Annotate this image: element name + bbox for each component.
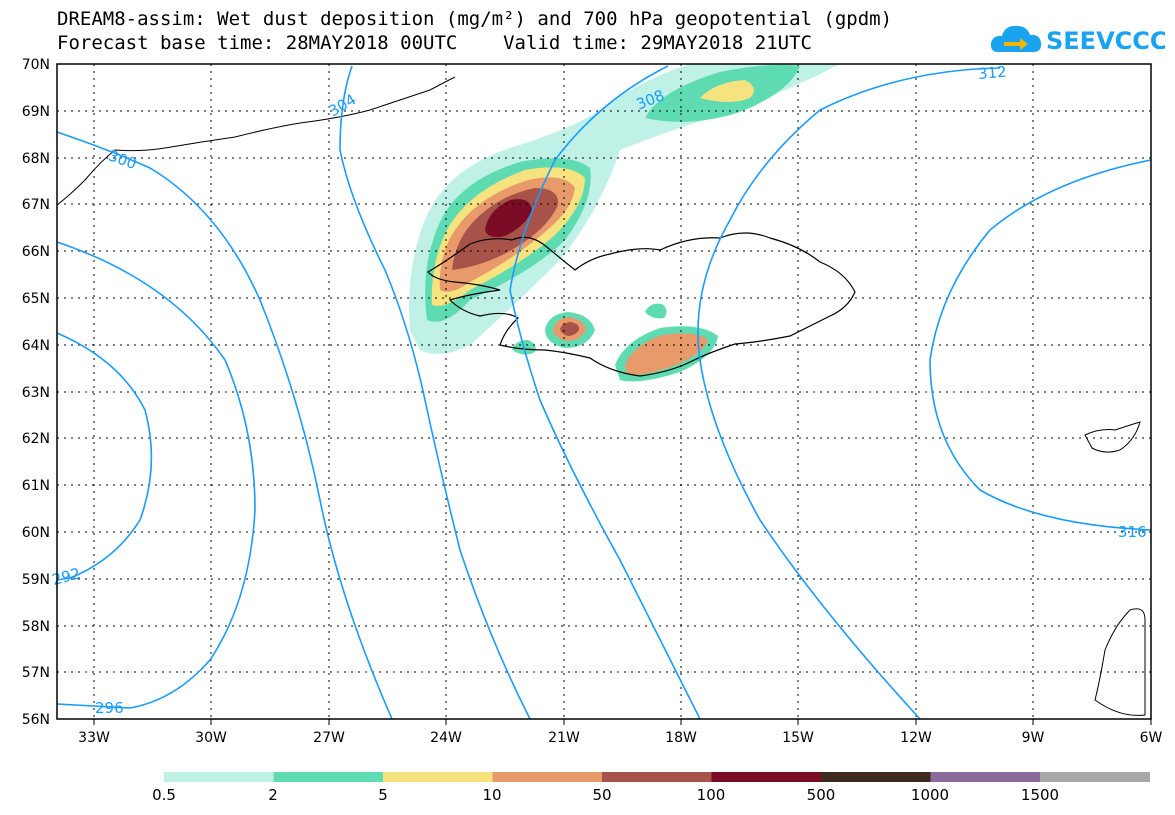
lon-label: 18W	[665, 730, 697, 746]
lat-label: 66N	[22, 244, 50, 260]
chart-title-line-2: Forecast base time: 28MAY2018 00UTC Vali…	[57, 32, 812, 54]
contour-label-296: 296	[95, 699, 124, 717]
lon-label: 15W	[782, 730, 814, 746]
dust-band-5-10-north	[700, 80, 754, 102]
legend-label: 5	[378, 786, 388, 804]
legend-swatches	[164, 772, 1150, 782]
dust-band-0.5-2	[409, 64, 840, 354]
legend-swatch	[492, 772, 603, 782]
lon-label: 30W	[195, 730, 227, 746]
lat-label: 68N	[22, 151, 50, 167]
lon-label: 33W	[78, 730, 110, 746]
legend-label: 2	[268, 786, 278, 804]
contour-292	[56, 332, 153, 581]
legend-label: 0.5	[152, 786, 176, 804]
dust-band-100-500	[485, 199, 532, 238]
axis-ticks	[93, 719, 1152, 725]
cloud-arrow-icon	[990, 25, 1042, 52]
lat-label: 57N	[22, 665, 50, 681]
legend-swatch	[1040, 772, 1150, 782]
legend-swatch	[602, 772, 712, 782]
legend-label: 10	[482, 786, 501, 804]
lat-label: 61N	[22, 478, 50, 494]
legend-swatch	[164, 772, 274, 782]
contour-304	[339, 65, 531, 720]
legend-swatch	[273, 772, 384, 782]
contour-316	[929, 159, 1152, 531]
scotland-coast	[1094, 608, 1146, 716]
legend-swatch	[821, 772, 931, 782]
legend-label: 100	[697, 786, 726, 804]
legend-labels: 0.5 2 5 10 50 100 500 1000 1500	[152, 786, 1059, 804]
contour-label-312: 312	[977, 63, 1007, 83]
contour-300	[56, 131, 393, 720]
lon-label: 9W	[1022, 730, 1045, 746]
contour-308	[509, 65, 701, 720]
dust-east-small	[645, 303, 667, 319]
dust-south-1-core	[560, 322, 580, 336]
contour-296	[56, 241, 256, 709]
greenland-coastline	[56, 76, 456, 206]
latitude-labels: 70N 69N 68N 67N 66N 65N 64N 63N 62N 61N …	[22, 57, 50, 728]
dust-south-2-inner	[625, 333, 708, 375]
lat-label: 64N	[22, 338, 50, 354]
lat-label: 67N	[22, 197, 50, 213]
lon-label: 27W	[313, 730, 345, 746]
legend-swatch	[711, 772, 822, 782]
lat-label: 60N	[22, 525, 50, 541]
graticule	[57, 64, 1151, 719]
lat-label: 65N	[22, 291, 50, 307]
legend-label: 1500	[1021, 786, 1059, 804]
lon-label: 24W	[430, 730, 462, 746]
logo-text: SEEVCCC	[1046, 27, 1165, 55]
plot-frame	[56, 63, 1152, 720]
legend-label: 500	[807, 786, 836, 804]
contour-312	[697, 67, 1001, 720]
lon-label: 21W	[548, 730, 580, 746]
lat-label: 62N	[22, 431, 50, 447]
faroe-islands	[1084, 421, 1141, 453]
lat-label: 70N	[22, 57, 50, 73]
lat-label: 58N	[22, 619, 50, 635]
lat-label: 63N	[22, 385, 50, 401]
chart-title-line-1: DREAM8-assim: Wet dust deposition (mg/m²…	[57, 8, 893, 30]
seevccc-logo: SEEVCCC	[990, 25, 1165, 55]
lat-label: 56N	[22, 712, 50, 728]
legend-label: 1000	[911, 786, 949, 804]
legend-swatch	[930, 772, 1041, 782]
longitude-labels: 33W 30W 27W 24W 21W 18W 15W 12W 9W 6W	[78, 730, 1162, 746]
iceland-coastline	[427, 232, 856, 377]
lat-label: 69N	[22, 104, 50, 120]
geopotential-contours	[56, 65, 1152, 720]
lat-label: 59N	[22, 572, 50, 588]
lon-label: 6W	[1140, 730, 1163, 746]
legend-label: 50	[592, 786, 611, 804]
contour-label-316: 316	[1118, 523, 1147, 541]
lon-label: 12W	[900, 730, 932, 746]
legend-swatch	[383, 772, 493, 782]
